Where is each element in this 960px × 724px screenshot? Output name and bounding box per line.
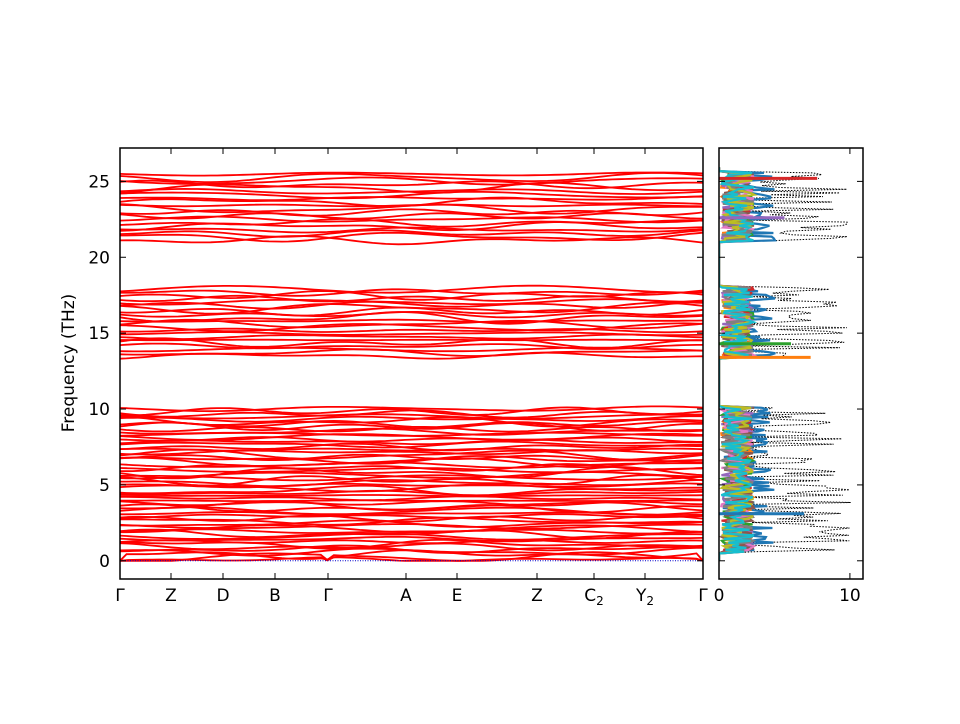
band-line <box>120 556 703 562</box>
band-line <box>120 551 703 562</box>
band-axes: 0 5 10 15 20 25 Γ Z D B Γ A E Z C2 Y2 Γ <box>88 147 708 608</box>
band-line <box>120 288 703 297</box>
band-line <box>120 195 703 202</box>
band-line <box>120 300 703 310</box>
y-axis-label: Frequency (THz) <box>59 294 79 433</box>
band-line <box>120 528 703 535</box>
band-line <box>120 212 703 220</box>
y-tick-label: 15 <box>88 324 110 344</box>
y-tick-label: 20 <box>88 248 110 268</box>
band-line <box>120 415 703 423</box>
dos-x-tick-label: 10 <box>839 586 861 606</box>
partial-dos-line <box>719 167 757 561</box>
band-line <box>120 489 703 497</box>
band-line <box>120 499 703 502</box>
band-line <box>120 331 703 337</box>
band-line <box>120 514 703 523</box>
dos-axes: 0 10 <box>714 147 864 606</box>
x-tick-label: C2 <box>584 586 604 608</box>
band-line <box>120 284 703 294</box>
band-line <box>120 298 703 306</box>
dos-lines <box>719 167 851 561</box>
band-line <box>120 456 703 468</box>
band-line <box>120 406 703 417</box>
band-line <box>120 436 703 443</box>
x-tick-label: D <box>216 586 229 606</box>
band-line <box>120 528 703 540</box>
band-line <box>120 348 703 357</box>
band-line <box>120 413 703 420</box>
band-line <box>120 196 703 208</box>
band-line <box>120 447 703 452</box>
band-line <box>120 539 703 545</box>
band-line <box>120 506 703 516</box>
band-line <box>120 218 703 228</box>
band-line <box>120 474 703 487</box>
band-line <box>120 337 703 349</box>
x-tick-label: Z <box>165 586 177 606</box>
band-line <box>120 542 703 552</box>
band-line <box>120 229 703 238</box>
partial-dos-line <box>719 167 757 561</box>
band-line <box>120 231 703 243</box>
total-dos-line <box>719 167 851 561</box>
y-tick-label: 25 <box>88 172 110 192</box>
band-line <box>120 421 703 432</box>
dos-frame <box>718 147 864 580</box>
band-line <box>120 333 703 341</box>
band-line <box>120 179 703 190</box>
x-tick-label: Y2 <box>635 586 654 608</box>
band-line <box>120 338 703 342</box>
dos-x-tick-label: 0 <box>714 586 725 606</box>
x-tick-label: Γ <box>323 586 333 606</box>
band-line <box>120 500 703 507</box>
band-line <box>120 466 703 480</box>
band-line <box>120 455 703 465</box>
band-line <box>120 461 703 469</box>
band-line <box>120 327 703 334</box>
partial-dos-line <box>719 167 758 561</box>
band-line <box>120 495 703 501</box>
band-line <box>120 474 703 482</box>
x-tick-label: Γ <box>698 586 708 606</box>
band-line <box>120 171 703 183</box>
band-line <box>120 513 703 519</box>
x-tick-label: E <box>452 586 463 606</box>
band-line <box>120 342 703 350</box>
band-line <box>120 440 703 449</box>
band-line <box>120 176 703 186</box>
y-tick-label: 10 <box>88 400 110 420</box>
x-tick-label: A <box>400 586 412 606</box>
band-frame <box>119 147 704 580</box>
x-tick-label: Z <box>531 586 543 606</box>
x-tick-label: Γ <box>115 586 125 606</box>
band-line <box>120 482 703 489</box>
y-tick-label: 5 <box>99 476 110 496</box>
band-line <box>120 453 703 461</box>
band-line <box>120 442 703 452</box>
band-line <box>120 544 703 554</box>
band-line <box>120 494 703 498</box>
band-line <box>120 290 703 301</box>
band-line <box>120 516 703 526</box>
band-line <box>120 190 703 200</box>
band-line <box>120 318 703 324</box>
band-line <box>120 405 703 413</box>
band-lines <box>120 171 703 562</box>
y-tick-label: 0 <box>99 552 110 572</box>
band-line <box>120 235 703 246</box>
band-line <box>120 208 703 217</box>
x-tick-label: B <box>269 586 281 606</box>
band-line <box>120 171 703 177</box>
